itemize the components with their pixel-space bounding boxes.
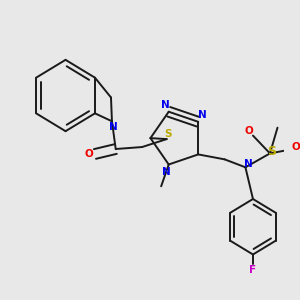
Text: O: O [245,126,254,136]
Text: N: N [198,110,206,120]
Text: F: F [249,265,256,275]
Text: N: N [244,159,253,169]
Text: S: S [164,129,171,139]
Text: S: S [267,145,276,158]
Text: N: N [160,100,169,110]
Text: O: O [292,142,300,152]
Text: N: N [109,122,117,132]
Text: N: N [162,167,171,177]
Text: O: O [85,149,94,159]
